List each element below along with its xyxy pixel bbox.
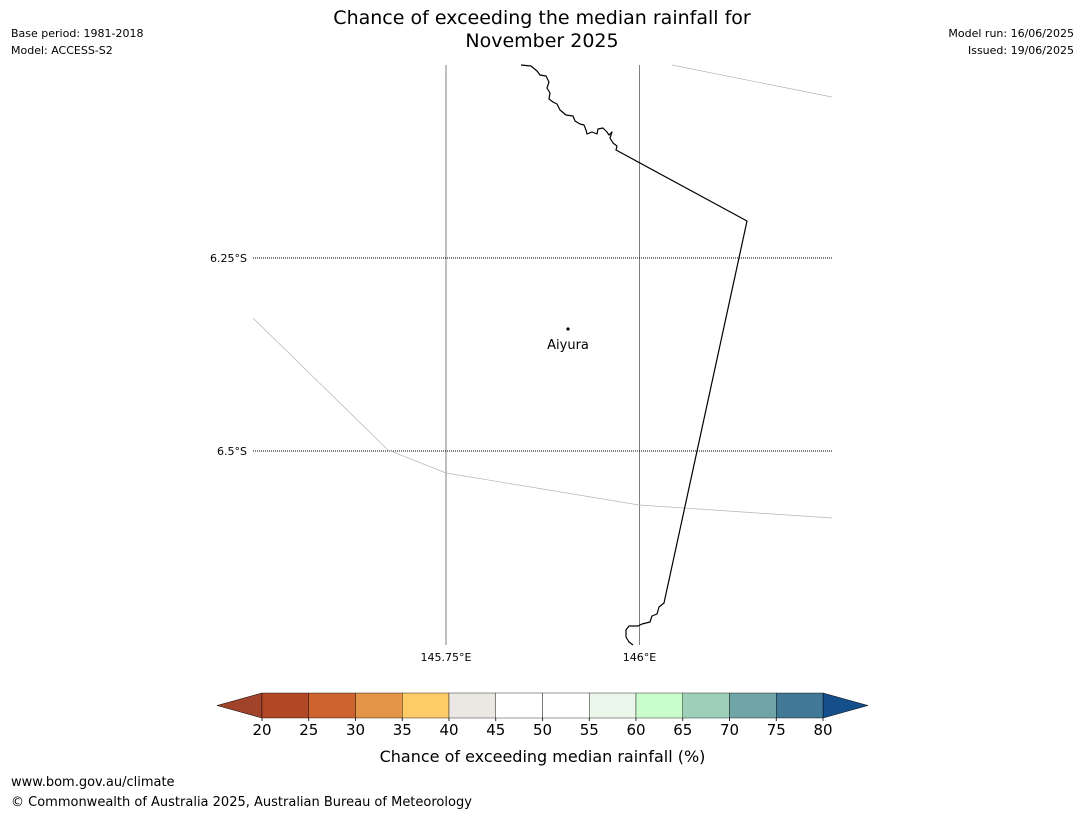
colorbar-segment xyxy=(635,692,683,719)
colorbar-segment xyxy=(589,692,637,719)
colorbar-segments xyxy=(261,692,824,719)
colorbar-segment xyxy=(776,692,824,719)
colorbar-segment xyxy=(682,692,730,719)
model-run-text: Model run: 16/06/2025 xyxy=(948,27,1074,40)
footer-url: www.bom.gov.au/climate xyxy=(11,775,175,790)
colorbar-under-arrow xyxy=(216,692,263,719)
colorbar-tick-label: 30 xyxy=(346,721,365,739)
colorbar-segment xyxy=(495,692,543,719)
colorbar-tick-label: 40 xyxy=(439,721,458,739)
model-text: Model: ACCESS-S2 xyxy=(11,44,113,57)
metadata-left: Base period: 1981-2018 Model: ACCESS-S2 xyxy=(11,25,143,59)
colorbar-segment xyxy=(448,692,496,719)
colorbar-tick-label: 80 xyxy=(813,721,832,739)
colorbar-segment xyxy=(542,692,590,719)
colorbar-label: Chance of exceeding median rainfall (%) xyxy=(380,747,706,766)
latitude-label-6-25: 6.25°S xyxy=(210,252,247,265)
colorbar-tick-label: 25 xyxy=(299,721,318,739)
latitude-label-6-5: 6.5°S xyxy=(217,445,247,458)
colorbar-segment xyxy=(402,692,450,719)
issued-text: Issued: 19/06/2025 xyxy=(967,44,1074,57)
coastline-border xyxy=(520,64,748,646)
location-dot-icon xyxy=(566,327,570,331)
base-period-text: Base period: 1981-2018 xyxy=(11,27,144,40)
colorbar-tick-label: 60 xyxy=(626,721,645,739)
colorbar-tick-label: 65 xyxy=(673,721,692,739)
colorbar-tick-label: 55 xyxy=(580,721,599,739)
colorbar: 20 25 30 35 40 45 50 55 60 65 70 75 80 Chance of exc… xyxy=(216,692,869,766)
title-line-1: Chance of exceeding the median rainfall … xyxy=(333,7,751,29)
colorbar-tick-label: 35 xyxy=(393,721,412,739)
boundary-line-upper xyxy=(671,64,833,98)
colorbar-tick-label: 20 xyxy=(252,721,271,739)
longitude-label-145-75: 145.75°E xyxy=(421,651,472,664)
metadata-right: Model run: 16/06/2025 Issued: 19/06/2025 xyxy=(948,25,1074,59)
colorbar-tick-label: 70 xyxy=(720,721,739,739)
place-label: Aiyura xyxy=(547,338,589,353)
colorbar-segment xyxy=(261,692,309,719)
colorbar-over-arrow xyxy=(822,692,869,719)
map-title: Chance of exceeding the median rainfall … xyxy=(242,7,842,53)
colorbar-segment xyxy=(308,692,356,719)
map-panel: Aiyura 6.25°S 6.5°S 145.75°E 146°E xyxy=(210,64,833,664)
footer-copyright: © Commonwealth of Australia 2025, Austra… xyxy=(11,795,472,810)
boundary-line-lower xyxy=(252,317,833,519)
colorbar-tick-label: 75 xyxy=(767,721,786,739)
longitude-label-146: 146°E xyxy=(623,651,656,664)
title-line-2: November 2025 xyxy=(465,30,619,52)
colorbar-tick-label: 45 xyxy=(486,721,505,739)
colorbar-segment xyxy=(729,692,777,719)
colorbar-ticks: 20 25 30 35 40 45 50 55 60 65 70 75 80 xyxy=(252,718,833,739)
colorbar-segment xyxy=(355,692,403,719)
colorbar-tick-label: 50 xyxy=(533,721,552,739)
